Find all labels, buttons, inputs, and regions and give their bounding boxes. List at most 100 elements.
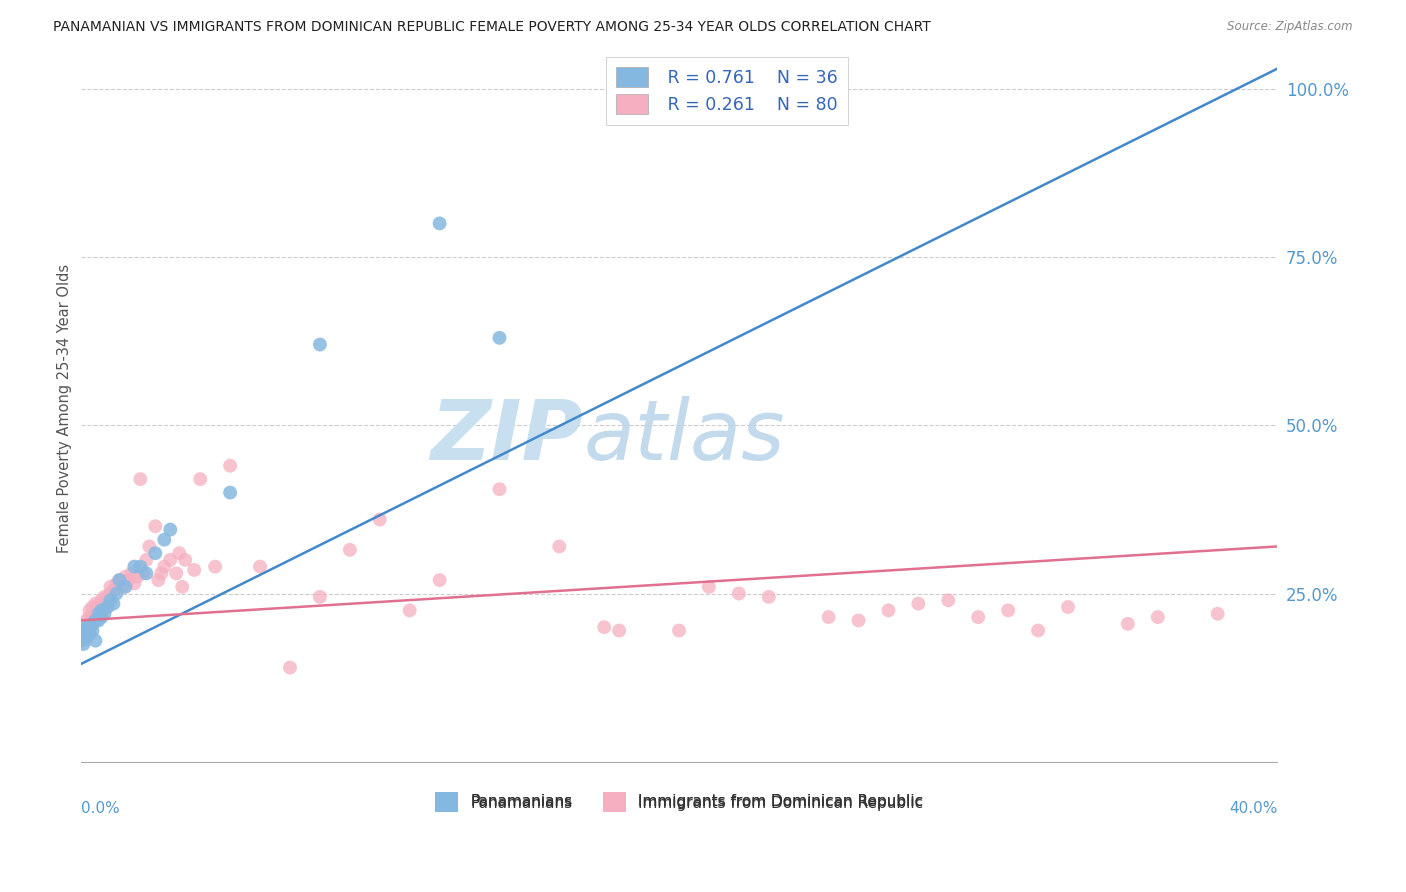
Point [188, 472, 211, 486]
Point [72, 627, 94, 641]
Point [90, 593, 112, 607]
Point [997, 603, 1019, 617]
Point [72, 630, 94, 644]
Point [368, 512, 391, 526]
Point [668, 624, 690, 638]
Point [87, 614, 110, 628]
Point [727, 586, 749, 600]
Point [697, 580, 720, 594]
Point [100, 580, 122, 594]
Point [111, 580, 134, 594]
Point [138, 540, 160, 554]
Point [69, 633, 91, 648]
Point [488, 482, 510, 496]
Text: Source: ZipAtlas.com: Source: ZipAtlas.com [1227, 20, 1353, 33]
Point [90, 610, 112, 624]
Point [429, 573, 451, 587]
Point [167, 546, 190, 560]
Point [76, 614, 98, 628]
Point [82, 599, 104, 614]
Point [848, 614, 870, 628]
Point [309, 337, 332, 351]
Point [174, 553, 197, 567]
Point [84, 633, 107, 648]
Y-axis label: Female Poverty Among 25-34 Year Olds: Female Poverty Among 25-34 Year Olds [58, 264, 72, 553]
Point [72, 624, 94, 638]
Point [165, 566, 187, 581]
Point [135, 566, 157, 581]
Point [96, 590, 118, 604]
Point [339, 542, 361, 557]
Point [309, 590, 332, 604]
Point [429, 216, 451, 230]
Point [87, 607, 110, 621]
Point [114, 580, 136, 594]
Point [127, 570, 149, 584]
Point [398, 603, 420, 617]
Point [76, 620, 98, 634]
Point [69, 620, 91, 634]
Point [159, 523, 181, 537]
Legend: Panamanians, Immigrants from Dominican Republic: Panamanians, Immigrants from Dominican R… [427, 785, 931, 818]
Point [100, 586, 122, 600]
Point [120, 566, 142, 581]
Point [76, 620, 98, 634]
Point [93, 607, 115, 621]
Point [129, 472, 152, 486]
Point [103, 583, 125, 598]
Point [87, 607, 110, 621]
Point [108, 573, 131, 587]
Point [548, 540, 571, 554]
Point [105, 576, 128, 591]
Point [607, 624, 630, 638]
Text: PANAMANIAN VS IMMIGRANTS FROM DOMINICAN REPUBLIC FEMALE POVERTY AMONG 25-34 YEAR: PANAMANIAN VS IMMIGRANTS FROM DOMINICAN … [53, 20, 931, 34]
Point [129, 559, 152, 574]
Point [204, 559, 226, 574]
Point [758, 590, 780, 604]
Point [72, 633, 94, 648]
Point [96, 599, 118, 614]
Point [877, 603, 900, 617]
Text: ZIP: ZIP [430, 396, 583, 477]
Text: 0.0%: 0.0% [80, 801, 120, 815]
Point [79, 620, 101, 634]
Point [817, 610, 839, 624]
Point [76, 630, 98, 644]
Point [135, 553, 157, 567]
Point [278, 660, 301, 674]
Point [117, 573, 139, 587]
Point [82, 614, 104, 628]
Point [76, 624, 98, 638]
Point [69, 630, 91, 644]
Point [219, 458, 242, 473]
Point [79, 627, 101, 641]
Point [90, 603, 112, 617]
Point [72, 624, 94, 638]
Point [105, 586, 128, 600]
Point [72, 637, 94, 651]
Point [1206, 607, 1229, 621]
Point [82, 624, 104, 638]
Point [936, 593, 959, 607]
Point [593, 620, 616, 634]
Point [1057, 599, 1080, 614]
Point [96, 599, 118, 614]
Point [1116, 616, 1139, 631]
Point [84, 597, 107, 611]
Point [153, 559, 176, 574]
Text: atlas: atlas [583, 396, 785, 477]
Point [153, 533, 176, 547]
Point [93, 597, 115, 611]
Point [488, 331, 510, 345]
Point [172, 580, 194, 594]
Point [159, 553, 181, 567]
Point [1146, 610, 1168, 624]
Point [103, 597, 125, 611]
Point [82, 616, 104, 631]
Point [967, 610, 990, 624]
Point [1026, 624, 1049, 638]
Point [907, 597, 929, 611]
Point [114, 570, 136, 584]
Point [72, 616, 94, 631]
Point [150, 566, 173, 581]
